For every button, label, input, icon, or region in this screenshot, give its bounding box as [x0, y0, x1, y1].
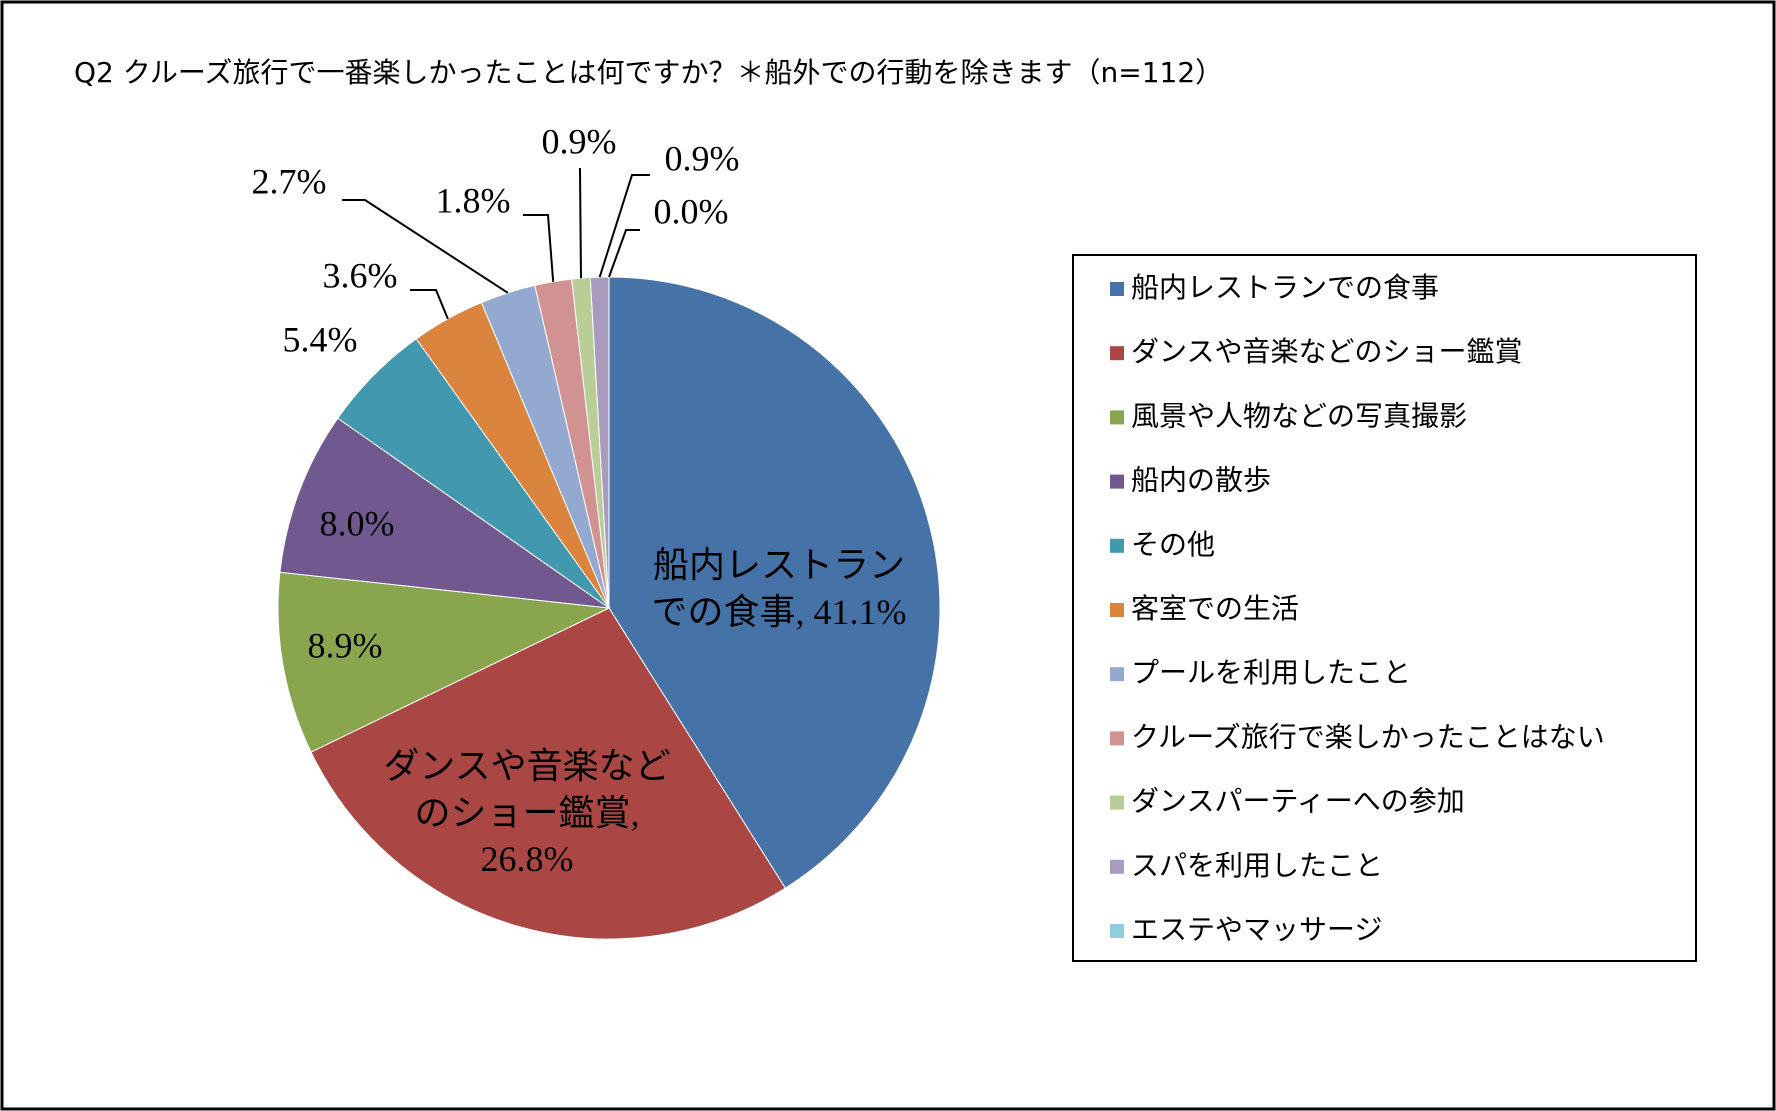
legend-swatch: [1110, 859, 1124, 874]
data-label: 8.0%: [320, 503, 395, 543]
legend-label: ダンスや音楽などのショー鑑賞: [1131, 335, 1522, 368]
legend-label: その他: [1131, 528, 1215, 561]
data-label: 8.9%: [308, 625, 383, 665]
legend-box: [1072, 254, 1697, 962]
legend-label: 船内レストランでの食事: [1131, 271, 1439, 304]
legend-label: エステやマッサージ: [1131, 913, 1382, 946]
pie-slice: [279, 417, 610, 609]
legend-label: スパを利用したこと: [1131, 849, 1383, 882]
data-label: 3.6%: [323, 255, 398, 295]
legend-label: ダンスパーティーへの参加: [1131, 785, 1465, 818]
data-label: 船内レストランでの食事, 41.1%: [651, 545, 907, 632]
legend-swatch: [1110, 282, 1124, 296]
pie-slice: [608, 276, 941, 889]
leader-line: [410, 289, 449, 320]
legend-swatch: [1110, 538, 1124, 553]
leader-line: [342, 199, 509, 294]
data-label: 1.8%: [436, 180, 511, 220]
legend-swatch: [1110, 474, 1124, 489]
data-label-box: 船内レストランでの食事, 41.1%: [651, 545, 907, 632]
legend-label: プールを利用したこと: [1131, 656, 1411, 689]
leader-line: [608, 229, 640, 278]
legend-swatch: [1110, 924, 1124, 938]
legend-label: 船内の散歩: [1131, 464, 1271, 497]
leader-line: [598, 174, 650, 278]
legend-swatch: [1110, 731, 1124, 746]
legend-swatch: [1110, 603, 1124, 617]
data-label: 5.4%: [283, 319, 358, 359]
legend-swatch: [1110, 410, 1124, 425]
chart-title: Q2 クルーズ旅行で一番楽しかったことは何ですか？＊船外での行動を除きます（n=…: [74, 56, 1223, 89]
legend-swatch: [1110, 667, 1124, 682]
data-label: ダンスや音楽などのショー鑑賞, 26.8%: [383, 745, 671, 880]
data-label: 0.9%: [665, 138, 740, 178]
leader-line: [523, 214, 555, 282]
legend-label: 客室での生活: [1131, 592, 1299, 625]
pie-slice: [310, 607, 787, 940]
data-label: 0.0%: [654, 191, 729, 231]
data-label: 2.7%: [252, 161, 327, 201]
legend-label: 風景や人物などの写真撮影: [1131, 399, 1467, 432]
data-label-box: ダンスや音楽などのショー鑑賞, 26.8%: [383, 745, 671, 880]
legend-swatch: [1110, 346, 1124, 361]
legend-label: クルーズ旅行で楽しかったことはない: [1131, 720, 1605, 753]
leader-line: [579, 168, 582, 279]
pie-slice: [277, 571, 611, 753]
data-label: 0.9%: [542, 121, 617, 161]
legend-swatch: [1110, 795, 1124, 810]
